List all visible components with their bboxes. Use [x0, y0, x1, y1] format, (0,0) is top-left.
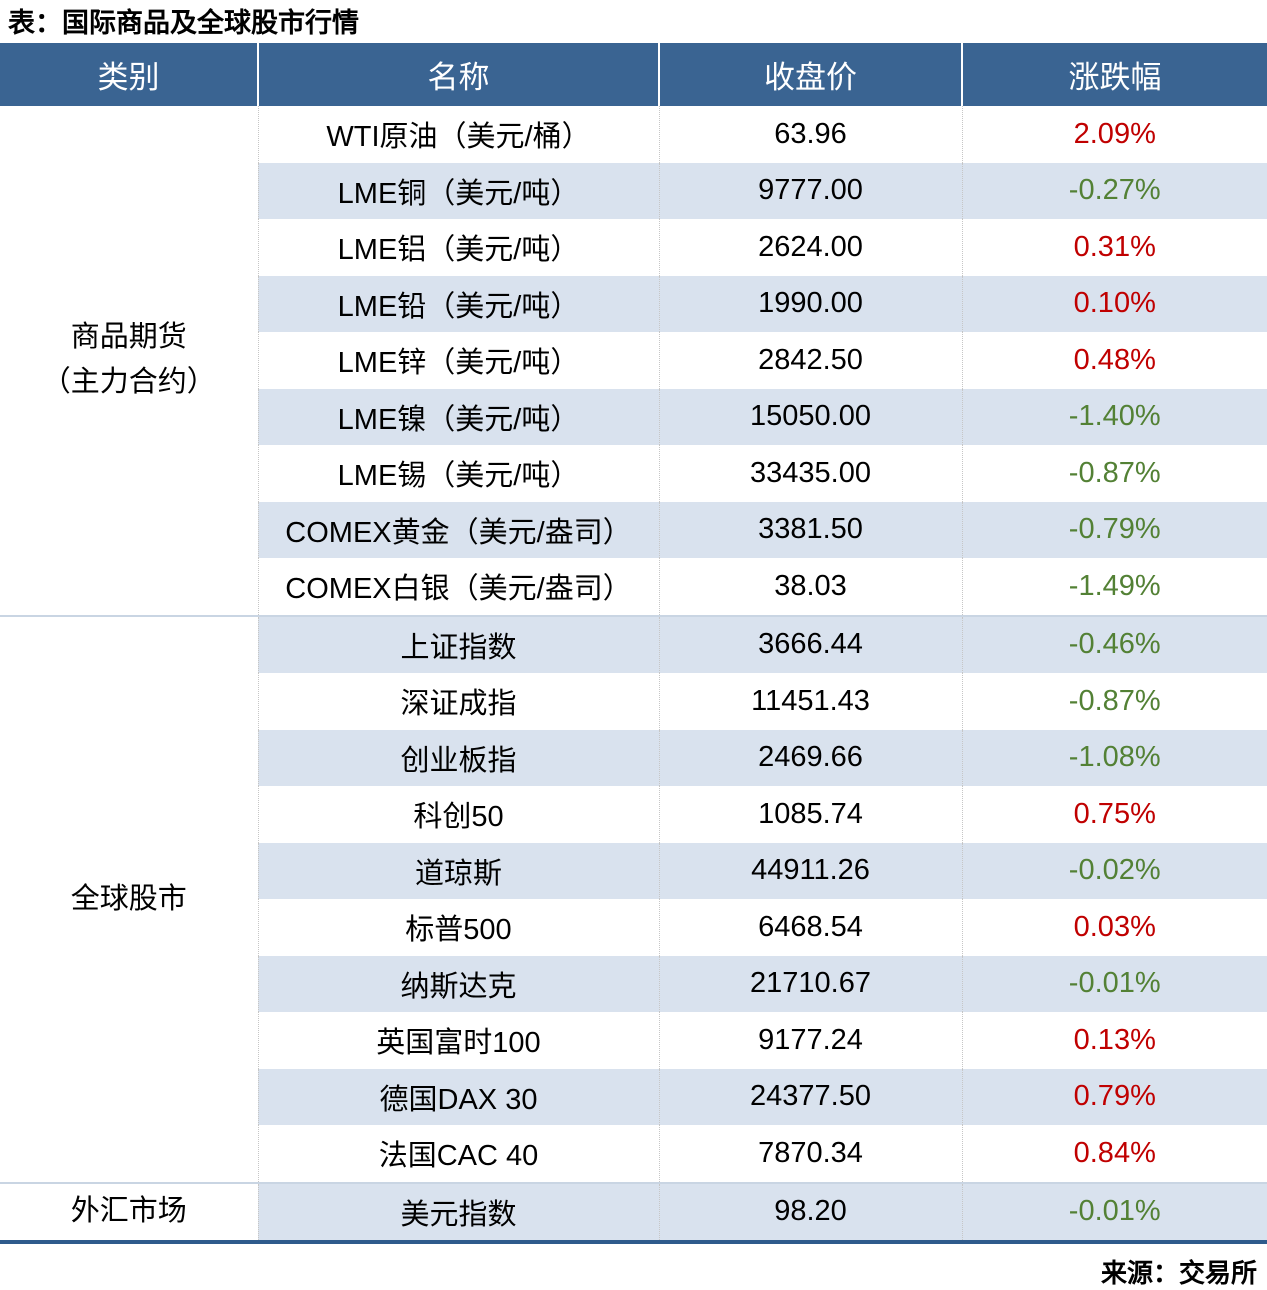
table-row: LME镍（美元/吨） 15050.00 -1.40%: [0, 388, 1267, 445]
change-percent: -0.01%: [961, 1181, 1267, 1240]
instrument-name: 标普500: [257, 899, 659, 956]
table-body: 商品期货 （主力合约） WTI原油（美元/桶） 63.96 2.09% LME铜（美元/吨…: [0, 106, 1267, 1240]
change-percent: 0.75%: [961, 786, 1267, 843]
change-percent: -0.27%: [961, 162, 1267, 219]
close-price: 1990.00: [658, 275, 962, 332]
close-price: 3381.50: [658, 501, 962, 558]
market-table: 类别 名称 收盘价 涨跌幅 商品期货 （主力合约） WTI原油（美元/桶） 63.96…: [0, 43, 1267, 1240]
close-price: 15050.00: [658, 388, 962, 445]
table-row: LME锌（美元/吨） 2842.50 0.48%: [0, 332, 1267, 389]
header-name: 名称: [257, 43, 659, 106]
category-line: 全球股市: [70, 882, 187, 915]
close-price: 2842.50: [658, 332, 962, 389]
change-percent: 0.31%: [961, 219, 1267, 276]
change-percent: -0.79%: [961, 501, 1267, 558]
change-percent: -1.49%: [961, 558, 1267, 616]
instrument-name: 美元指数: [257, 1181, 659, 1240]
change-percent: 0.84%: [961, 1125, 1267, 1183]
close-price: 2624.00: [658, 219, 962, 276]
change-percent: -0.87%: [961, 673, 1267, 730]
close-price: 38.03: [658, 558, 962, 616]
instrument-name: COMEX黄金（美元/盎司）: [257, 501, 659, 558]
instrument-name: 法国CAC 40: [257, 1125, 659, 1183]
close-price: 11451.43: [658, 673, 962, 730]
table-row: 德国DAX 30 24377.50 0.79%: [0, 1068, 1267, 1125]
instrument-name: 上证指数: [257, 614, 659, 673]
table-row: 外汇市场 美元指数 98.20 -0.01%: [0, 1181, 1267, 1240]
close-price: 1085.74: [658, 786, 962, 843]
table-row: 深证成指 11451.43 -0.87%: [0, 673, 1267, 730]
change-percent: 0.10%: [961, 275, 1267, 332]
close-price: 98.20: [658, 1181, 962, 1240]
close-price: 6468.54: [658, 899, 962, 956]
instrument-name: LME锡（美元/吨）: [257, 445, 659, 502]
instrument-name: WTI原油（美元/桶）: [257, 106, 659, 163]
category-line: （主力合约）: [41, 366, 216, 399]
table-row: 创业板指 2469.66 -1.08%: [0, 729, 1267, 786]
instrument-name: 道琼斯: [257, 842, 659, 899]
table-row: 英国富时100 9177.24 0.13%: [0, 1012, 1267, 1069]
table-row: LME锡（美元/吨） 33435.00 -0.87%: [0, 445, 1267, 502]
change-percent: -1.08%: [961, 729, 1267, 786]
table-row: 纳斯达克 21710.67 -0.01%: [0, 955, 1267, 1012]
close-price: 9777.00: [658, 162, 962, 219]
instrument-name: LME锌（美元/吨）: [257, 332, 659, 389]
table-row: LME铅（美元/吨） 1990.00 0.10%: [0, 275, 1267, 332]
change-percent: -1.40%: [961, 388, 1267, 445]
instrument-name: 科创50: [257, 786, 659, 843]
table-row: 商品期货 （主力合约） WTI原油（美元/桶） 63.96 2.09%: [0, 106, 1267, 616]
header-category: 类别: [0, 43, 258, 106]
change-percent: 0.48%: [961, 332, 1267, 389]
close-price: 9177.24: [658, 1012, 962, 1069]
table-header: 类别 名称 收盘价 涨跌幅: [0, 43, 1267, 106]
change-percent: 0.03%: [961, 899, 1267, 956]
change-percent: 0.79%: [961, 1068, 1267, 1125]
table-row: COMEX黄金（美元/盎司） 3381.50 -0.79%: [0, 501, 1267, 558]
instrument-name: LME铝（美元/吨）: [257, 219, 659, 276]
source-note: 来源：交易所: [1100, 1258, 1257, 1288]
instrument-name: LME铜（美元/吨）: [257, 162, 659, 219]
instrument-name: 纳斯达克: [257, 955, 659, 1012]
instrument-name: 德国DAX 30: [257, 1068, 659, 1125]
close-price: 2469.66: [658, 729, 962, 786]
instrument-name: COMEX白银（美元/盎司）: [257, 558, 659, 616]
change-percent: 0.13%: [961, 1012, 1267, 1069]
close-price: 44911.26: [658, 842, 962, 899]
change-percent: 2.09%: [961, 106, 1267, 163]
close-price: 63.96: [658, 106, 962, 163]
table-row: LME铝（美元/吨） 2624.00 0.31%: [0, 219, 1267, 276]
close-price: 7870.34: [658, 1125, 962, 1183]
header-row: 类别 名称 收盘价 涨跌幅: [0, 43, 1267, 106]
category-line: 外汇市场: [70, 1195, 187, 1228]
change-percent: -0.02%: [961, 842, 1267, 899]
change-percent: -0.46%: [961, 614, 1267, 673]
bottom-rule: [0, 1240, 1267, 1244]
table-row: 科创50 1085.74 0.75%: [0, 786, 1267, 843]
page-title: 表：国际商品及全球股市行情: [8, 8, 359, 38]
table-row: COMEX白银（美元/盎司） 38.03 -1.49%: [0, 558, 1267, 616]
instrument-name: LME铅（美元/吨）: [257, 275, 659, 332]
header-change: 涨跌幅: [961, 43, 1267, 106]
instrument-name: 深证成指: [257, 673, 659, 730]
header-close: 收盘价: [658, 43, 962, 106]
table-row: 全球股市 上证指数 3666.44 -0.46%: [0, 614, 1267, 1183]
table-row: LME铜（美元/吨） 9777.00 -0.27%: [0, 162, 1267, 219]
table-row: 标普500 6468.54 0.03%: [0, 899, 1267, 956]
close-price: 33435.00: [658, 445, 962, 502]
table-row: 法国CAC 40 7870.34 0.84%: [0, 1125, 1267, 1183]
category-line: 商品期货: [70, 321, 187, 354]
close-price: 24377.50: [658, 1068, 962, 1125]
change-percent: -0.01%: [961, 955, 1267, 1012]
category-cell: 商品期货 （主力合约）: [0, 106, 258, 616]
instrument-name: 英国富时100: [257, 1012, 659, 1069]
table-row: 道琼斯 44911.26 -0.02%: [0, 842, 1267, 899]
close-price: 21710.67: [658, 955, 962, 1012]
category-cell: 全球股市: [0, 614, 258, 1183]
close-price: 3666.44: [658, 614, 962, 673]
category-cell: 外汇市场: [0, 1181, 258, 1240]
instrument-name: LME镍（美元/吨）: [257, 388, 659, 445]
change-percent: -0.87%: [961, 445, 1267, 502]
instrument-name: 创业板指: [257, 729, 659, 786]
